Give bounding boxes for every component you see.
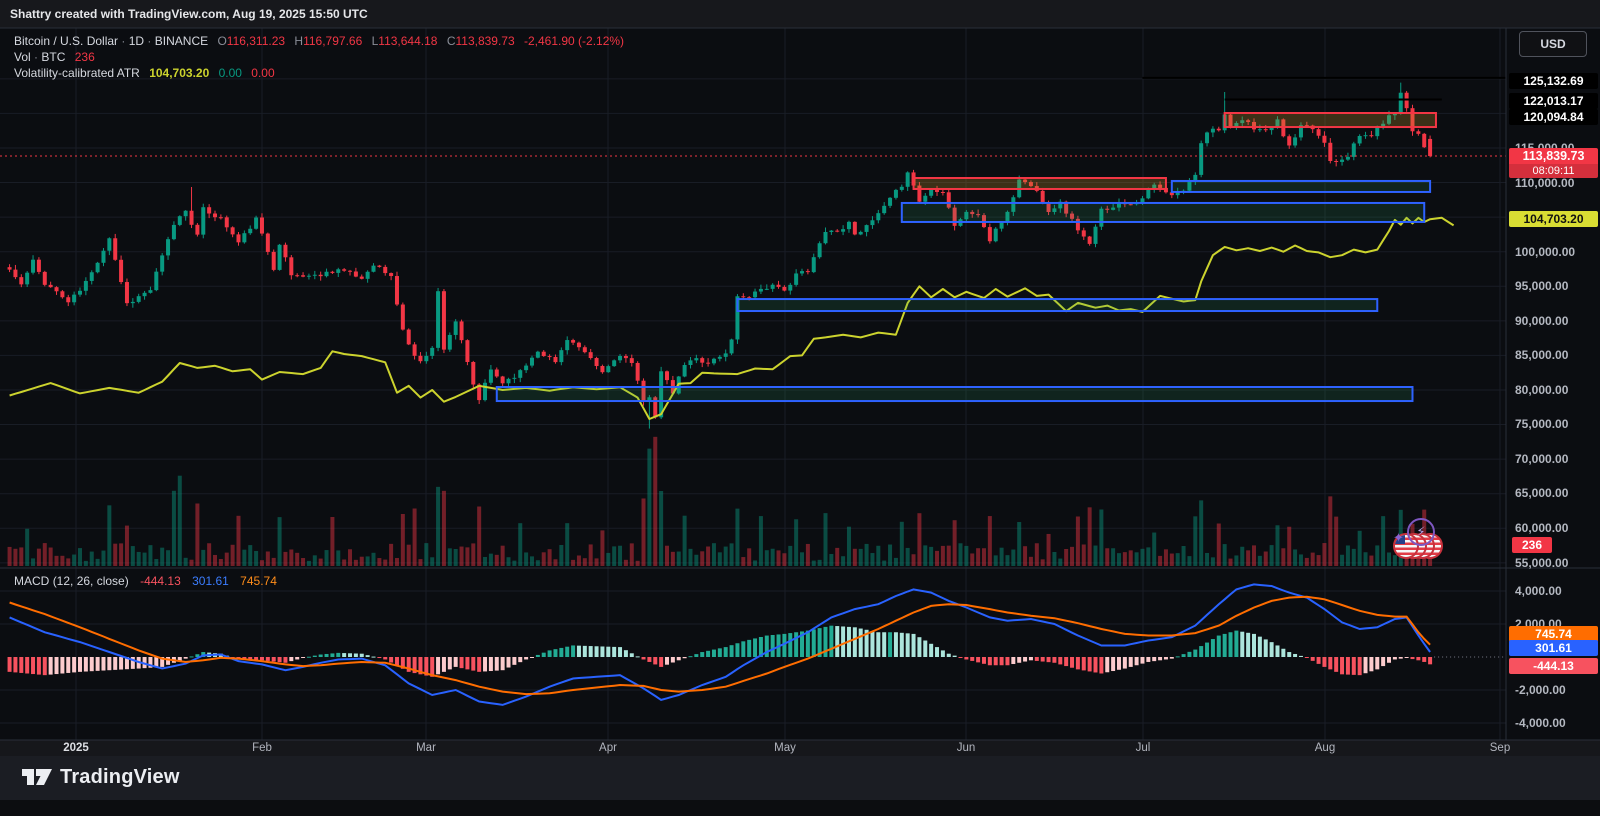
price-level-label: 120,094.84 [1509, 109, 1598, 125]
footer-bar: TradingView [0, 756, 1600, 800]
open-label: O [217, 34, 227, 48]
tradingview-logo-text: TradingView [60, 765, 180, 788]
interval-label[interactable]: 1D [128, 34, 145, 48]
macd-line [9, 583, 1431, 706]
attribution-text: Shattry created with TradingView.com, Au… [10, 7, 368, 21]
open-value: 116,311.23 [226, 34, 286, 48]
atr-change-red: 0.00 [251, 66, 275, 80]
price-axis-label: -2,000.00 [1515, 683, 1566, 697]
close-label: C [446, 34, 456, 48]
time-axis-label: Jul [1135, 742, 1151, 754]
atr-label[interactable]: Volatility-calibrated ATR [14, 66, 140, 80]
symbol-title[interactable]: Bitcoin / U.S. Dollar [14, 34, 119, 48]
volume-row: Vol · BTC 236 [14, 49, 624, 65]
price-level-label: 122,013.17 [1509, 93, 1598, 109]
macd-label[interactable]: MACD [14, 574, 50, 588]
high-label: H [294, 34, 304, 48]
volume-value: 236 [74, 50, 95, 64]
bottom-strip [0, 800, 1600, 816]
price-axis-label: 95,000.00 [1515, 279, 1569, 293]
symbol-legend[interactable]: Bitcoin / U.S. Dollar · 1D · BINANCE O11… [14, 33, 624, 81]
separator-dot: · [34, 50, 39, 64]
macd-value-label: 301.61 [1509, 640, 1598, 656]
price-axis-label: 75,000.00 [1515, 417, 1569, 431]
time-axis-label: Sep [1489, 742, 1511, 754]
panel-separators [0, 27, 1600, 741]
price-axis-label: 70,000.00 [1515, 452, 1569, 466]
low-label: L [371, 34, 379, 48]
tradingview-logo[interactable]: TradingView [22, 764, 180, 790]
sparkle-icon: ✦ [1393, 530, 1404, 545]
volume-bars [7, 436, 1433, 566]
price-axis-label: 80,000.00 [1515, 383, 1569, 397]
macd-signal-value: 745.74 [240, 574, 277, 588]
macd-value-label: -444.13 [1509, 658, 1598, 674]
current-price-label: 113,839.73 08:09:11 [1509, 148, 1598, 178]
lightning-badge[interactable]: ✦ ⚡ [1393, 516, 1437, 548]
flag-canton [1395, 535, 1405, 544]
separator-dot: · [121, 34, 126, 48]
volume-value-label: 236 [1512, 537, 1552, 553]
price-level-label: 125,132.69 [1509, 73, 1598, 89]
time-axis-label: May [774, 742, 796, 754]
price-axis-label: 85,000.00 [1515, 348, 1569, 362]
change-value: -2,461.90 (-2.12%) [524, 34, 625, 48]
low-value: 113,644.18 [378, 34, 438, 48]
time-axis-label: Aug [1314, 742, 1336, 754]
close-value: 113,839.73 [455, 34, 515, 48]
macd-params: (12, 26, close) [52, 574, 129, 588]
time-axis-label: Mar [416, 742, 436, 754]
price-axis-label: -4,000.00 [1515, 716, 1566, 730]
macd-hist-value: -444.13 [140, 574, 181, 588]
atr-change-green: 0.00 [218, 66, 242, 80]
price-axis-label: 100,000.00 [1515, 245, 1576, 259]
price-axis-label: 65,000.00 [1515, 486, 1569, 500]
volume-label[interactable]: Vol [14, 50, 31, 64]
volume-unit: BTC [41, 50, 66, 64]
atr-row: Volatility-calibrated ATR 104,703.20 0.0… [14, 65, 624, 81]
macd-legend[interactable]: MACD (12, 26, close) -444.13 301.61 745.… [14, 574, 277, 588]
price-axis-label: 110,000.00 [1515, 176, 1575, 190]
separator-dot: · [147, 34, 152, 48]
macd-pane[interactable] [7, 583, 1506, 706]
atr-value-label: 104,703.20 [1509, 211, 1598, 227]
time-axis-label: Jun [956, 742, 976, 754]
tradingview-logo-icon [22, 769, 52, 785]
time-axis-label: Feb [252, 742, 272, 754]
macd-value-label: 745.74 [1509, 626, 1598, 642]
attribution-bar: Shattry created with TradingView.com, Au… [0, 0, 1600, 28]
exchange-label: BINANCE [154, 34, 209, 48]
lightning-icon: ⚡ [1407, 518, 1435, 546]
bar-countdown: 08:09:11 [1509, 164, 1598, 178]
price-axis-label: 90,000.00 [1515, 314, 1569, 328]
high-value: 116,797.66 [303, 34, 363, 48]
price-axis-label: 4,000.00 [1515, 584, 1562, 598]
price-axis-label: 55,000.00 [1515, 556, 1569, 570]
time-axis-label: Apr [599, 742, 617, 754]
time-axis-label: 2025 [63, 742, 89, 754]
atr-value: 104,703.20 [149, 66, 210, 80]
atr-line[interactable] [9, 216, 1455, 420]
macd-line-value: 301.61 [192, 574, 229, 588]
drawing-boxes[interactable] [495, 112, 1437, 403]
symbol-row: Bitcoin / U.S. Dollar · 1D · BINANCE O11… [14, 33, 624, 49]
currency-toggle-button[interactable]: USD [1519, 31, 1587, 57]
price-axis-label: 60,000.00 [1515, 521, 1569, 535]
horizontal-line-drawings[interactable] [1142, 76, 1506, 101]
current-price-value: 113,839.73 [1522, 149, 1585, 163]
macd-signal-line [9, 595, 1431, 696]
